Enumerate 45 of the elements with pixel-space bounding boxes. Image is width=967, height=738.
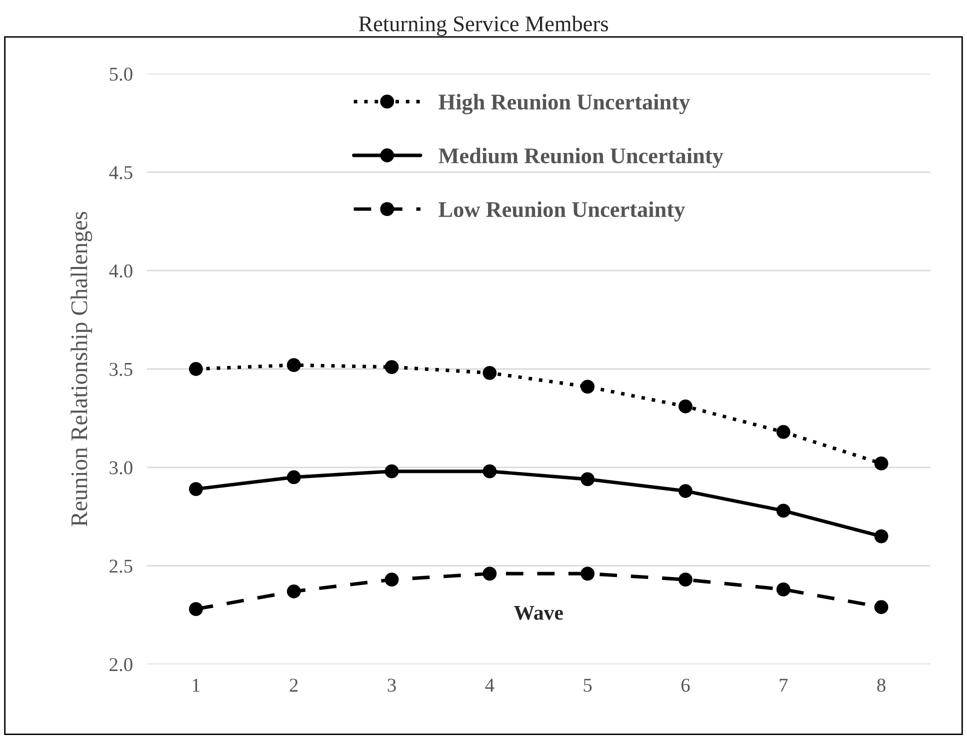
point: [776, 425, 790, 439]
legend-label: Low Reunion Uncertainty: [438, 201, 685, 222]
point: [580, 566, 595, 581]
point: [384, 464, 399, 478]
point: [482, 464, 497, 478]
legend-label: High Reunion Uncertainty: [438, 94, 690, 114]
y-tick-label: 2.5: [110, 560, 132, 573]
point: [286, 470, 301, 484]
point: [580, 380, 595, 394]
x-tick-label: 4: [485, 678, 494, 692]
point: [776, 582, 790, 596]
x-tick-label: 5: [584, 678, 592, 692]
point: [874, 529, 888, 544]
point: [874, 456, 888, 470]
y-tick-label: 2.0: [110, 658, 132, 672]
point: [678, 399, 692, 414]
point: [482, 566, 497, 581]
point: [188, 362, 203, 376]
x-tick-label: 3: [388, 678, 396, 692]
chart-title: Returning Service Members: [358, 16, 608, 36]
y-tick-label: 4.5: [109, 166, 132, 180]
x-tick-label: 8: [877, 678, 886, 692]
x-tick-label: 1: [192, 678, 200, 692]
y-tick-label: 3.0: [110, 461, 132, 474]
y-axis-title: Reunion Relationship Challenges: [70, 212, 92, 526]
point: [286, 584, 301, 598]
x-tick-label: 2: [290, 678, 298, 692]
point: [188, 482, 203, 496]
y-tick-label: 3.5: [110, 362, 132, 376]
point: [678, 572, 692, 587]
point: [482, 366, 497, 380]
point: [776, 504, 790, 518]
y-tick-label: 4.0: [109, 264, 132, 278]
x-tick-label: 7: [780, 678, 788, 692]
x-axis-title: Wave: [514, 606, 563, 620]
point: [188, 602, 203, 616]
point: [384, 360, 399, 374]
point: [580, 472, 595, 486]
y-tick-label: 5.0: [110, 68, 132, 81]
point: [384, 572, 399, 587]
legend-label: Medium Reunion Uncertainty: [438, 148, 724, 168]
point: [874, 600, 888, 614]
x-tick-label: 6: [681, 678, 690, 692]
point: [678, 484, 692, 498]
point: [286, 358, 301, 372]
